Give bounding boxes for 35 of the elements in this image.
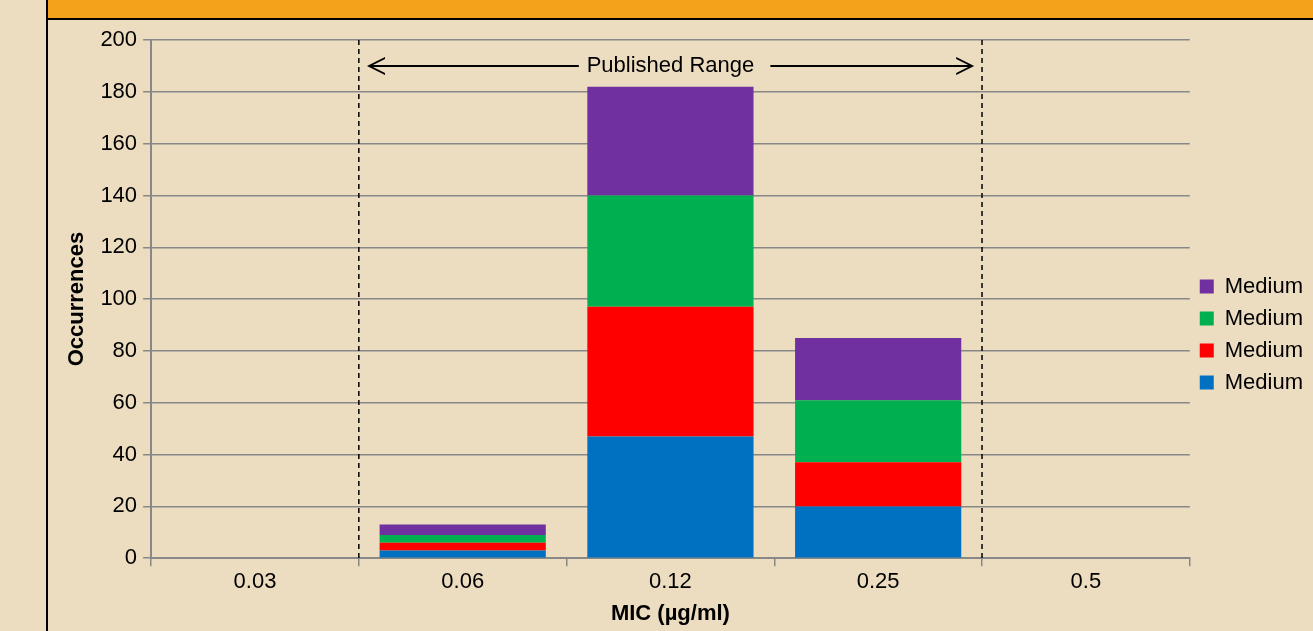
x-axis-title: MIC (µg/ml) bbox=[610, 599, 730, 625]
bar bbox=[587, 195, 754, 307]
bar bbox=[795, 400, 962, 463]
bar bbox=[795, 506, 962, 558]
annotation: Published Range bbox=[586, 52, 755, 78]
bar bbox=[587, 86, 754, 196]
bar bbox=[795, 462, 962, 507]
x-tick-label: 0.03 bbox=[233, 568, 277, 594]
bar bbox=[379, 524, 546, 535]
y-tick-label: 0 bbox=[124, 544, 138, 570]
bar bbox=[795, 337, 962, 401]
y-tick-label: 40 bbox=[112, 440, 138, 466]
bar bbox=[587, 436, 754, 558]
y-tick-label: 140 bbox=[100, 181, 138, 207]
y-tick-label: 20 bbox=[112, 492, 138, 518]
y-tick-label: 180 bbox=[100, 77, 138, 103]
bar bbox=[379, 550, 546, 558]
bar bbox=[587, 306, 754, 437]
x-tick-label: 0.5 bbox=[1070, 568, 1102, 594]
bar bbox=[379, 534, 546, 543]
bar bbox=[379, 542, 546, 551]
legend-label: Medium bbox=[1224, 336, 1303, 362]
legend-label: Medium bbox=[1224, 304, 1303, 330]
legend-label: Medium bbox=[1224, 368, 1303, 394]
y-axis-title: Occurrences bbox=[63, 231, 89, 367]
legend-label: Medium bbox=[1224, 272, 1303, 298]
y-tick-label: 80 bbox=[112, 336, 138, 362]
y-tick-label: 120 bbox=[100, 233, 138, 259]
y-tick-label: 60 bbox=[112, 388, 138, 414]
x-tick-label: 0.25 bbox=[856, 568, 900, 594]
y-tick-label: 160 bbox=[100, 129, 138, 155]
y-tick-label: 200 bbox=[100, 26, 138, 52]
x-tick-label: 0.06 bbox=[441, 568, 485, 594]
y-tick-label: 100 bbox=[100, 285, 138, 311]
x-tick-label: 0.12 bbox=[649, 568, 692, 594]
